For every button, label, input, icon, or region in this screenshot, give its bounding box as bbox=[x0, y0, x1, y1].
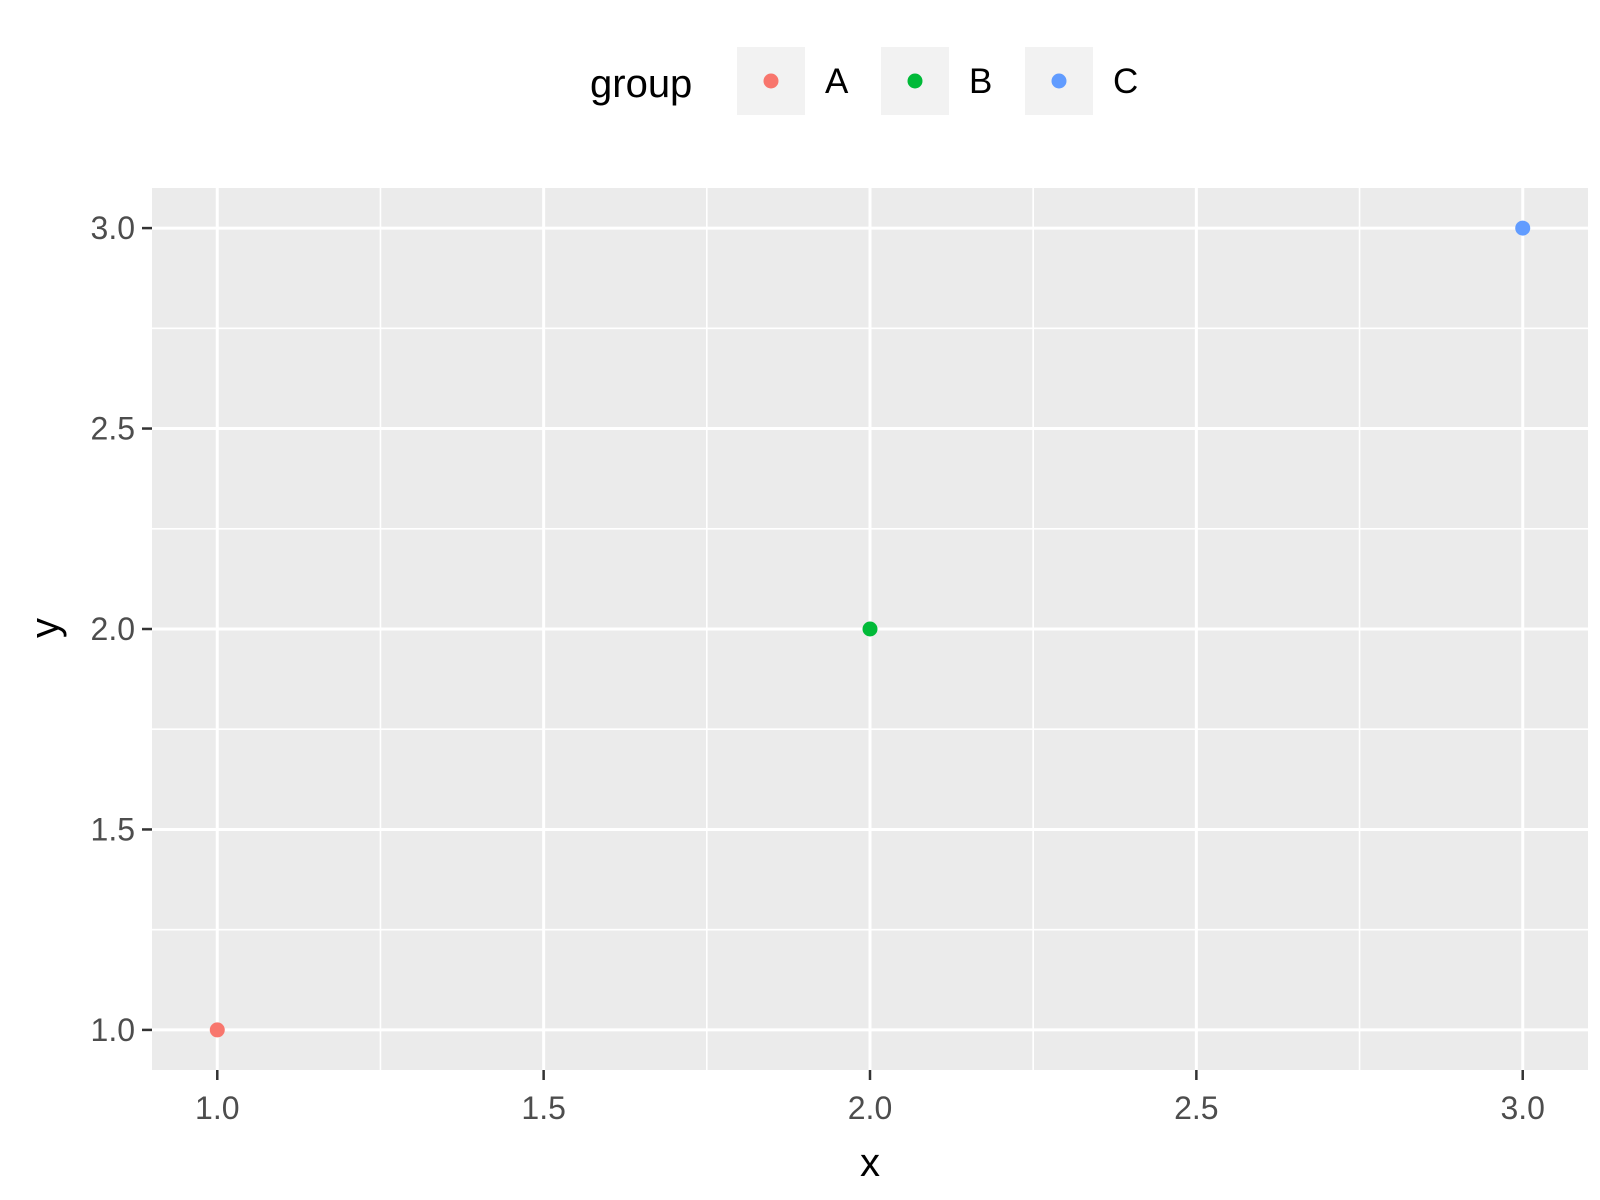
data-points bbox=[209, 220, 1531, 1038]
x-tick-label: 1.5 bbox=[521, 1090, 565, 1126]
data-point-a bbox=[209, 1022, 225, 1038]
x-tick-label: 2.5 bbox=[1174, 1090, 1218, 1126]
x-tick-label: 3.0 bbox=[1500, 1090, 1544, 1126]
x-axis: 1.0 1.5 2.0 2.5 3.0 bbox=[195, 1070, 1545, 1126]
legend-label: B bbox=[969, 62, 992, 101]
data-point-c bbox=[1515, 220, 1531, 236]
legend-entry-a: A bbox=[737, 47, 849, 115]
x-tick-label: 1.0 bbox=[195, 1090, 239, 1126]
legend-key-point bbox=[763, 73, 779, 89]
y-tick-label: 2.5 bbox=[91, 411, 135, 447]
y-tick-label: 3.0 bbox=[91, 210, 135, 246]
y-axis-title: y bbox=[23, 618, 67, 638]
legend-label: C bbox=[1113, 62, 1138, 101]
y-axis: 1.0 1.5 2.0 2.5 3.0 bbox=[91, 210, 152, 1048]
legend-title: group bbox=[590, 62, 692, 106]
legend-key-point bbox=[907, 73, 923, 89]
y-tick-label: 2.0 bbox=[91, 611, 135, 647]
data-point-b bbox=[862, 621, 878, 637]
x-tick-label: 2.0 bbox=[848, 1090, 892, 1126]
x-axis-title: x bbox=[860, 1141, 880, 1185]
y-tick-label: 1.5 bbox=[91, 811, 135, 847]
legend-entry-c: C bbox=[1025, 47, 1138, 115]
legend-entries: A B C bbox=[737, 47, 1138, 115]
legend-key-point bbox=[1051, 73, 1067, 89]
legend-entry-b: B bbox=[881, 47, 992, 115]
y-tick-label: 1.0 bbox=[91, 1012, 135, 1048]
legend-label: A bbox=[825, 62, 849, 101]
legend: group A B C bbox=[590, 47, 1138, 115]
